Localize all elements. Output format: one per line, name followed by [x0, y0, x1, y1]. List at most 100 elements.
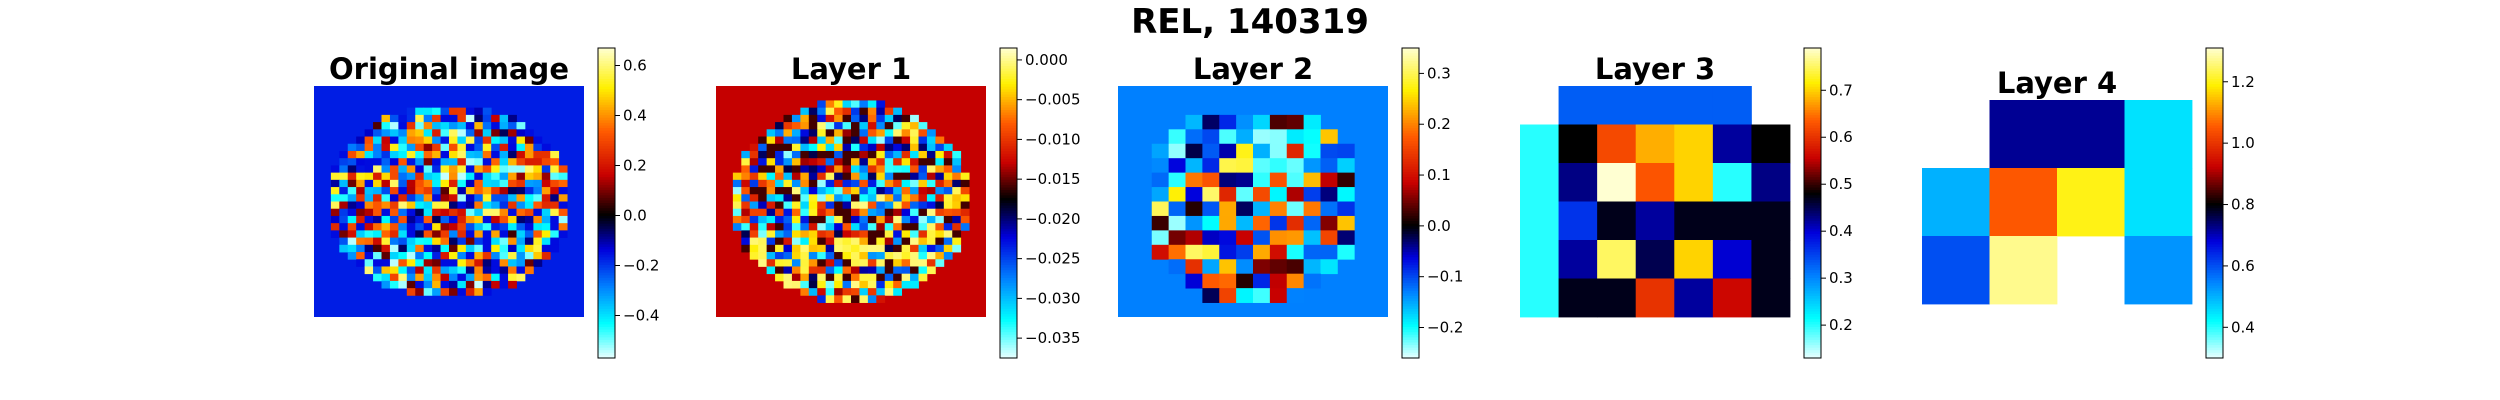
heatmap-cell: [2124, 168, 2193, 237]
colorbar-segment: [2206, 63, 2223, 67]
colorbar-segment: [1402, 63, 1419, 67]
colorbar-segment: [598, 239, 615, 243]
heatmap-cell: [508, 172, 517, 181]
colorbar-segment: [598, 174, 615, 178]
heatmap-cell: [842, 295, 852, 303]
heatmap-cell: [775, 143, 784, 152]
heatmap-cell: [381, 244, 391, 253]
colorbar-segment: [1804, 107, 1821, 111]
heatmap-cell: [749, 230, 759, 238]
heatmap-cell: [356, 172, 366, 181]
heatmap-cell: [524, 143, 534, 152]
heatmap-cell: [817, 201, 827, 210]
heatmap-cell: [935, 259, 945, 267]
heatmap-cell: [356, 187, 366, 195]
heatmap-cell: [943, 172, 953, 181]
heatmap-cell: [347, 187, 357, 195]
heatmap-cell: [339, 179, 349, 188]
colorbar-segment: [1000, 197, 1017, 202]
heatmap-cell: [817, 280, 827, 289]
heatmap-cell: [474, 158, 484, 166]
colorbar-tick-label: −0.1: [1427, 268, 1463, 286]
heatmap-cell: [491, 259, 501, 267]
heatmap-cell: [415, 107, 425, 116]
colorbar-segment: [2206, 97, 2223, 101]
colorbar-segment: [1804, 308, 1821, 313]
heatmap-cell: [415, 194, 425, 202]
heatmap-cell: [1253, 288, 1271, 303]
heatmap-cell: [381, 158, 391, 166]
heatmap-cell: [834, 150, 843, 159]
colorbar-segment: [1804, 179, 1821, 183]
heatmap-cell: [851, 266, 860, 275]
colorbar-segment: [2206, 355, 2223, 359]
colorbar-segment: [1402, 76, 1419, 80]
heatmap-cell: [867, 150, 877, 159]
colorbar-segment: [598, 339, 615, 344]
heatmap-cell: [440, 129, 450, 137]
heatmap-cell: [817, 215, 827, 224]
heatmap-cell: [465, 280, 475, 289]
heatmap-cell: [910, 266, 919, 275]
heatmap-cell: [808, 172, 818, 181]
heatmap-cell: [851, 129, 860, 137]
heatmap-cell: [952, 201, 962, 210]
heatmap-cell: [876, 244, 886, 253]
heatmap-cell: [1168, 201, 1186, 217]
colorbar-segment: [2206, 184, 2223, 189]
heatmap-cell: [373, 172, 382, 181]
heatmap-cell: [364, 165, 374, 174]
heatmap-cell: [491, 129, 501, 137]
colorbar-segment: [598, 68, 615, 72]
colorbar-segment: [1402, 241, 1419, 245]
heatmap-cell: [952, 223, 962, 231]
colorbar-segment: [1804, 203, 1821, 207]
colorbar-segment: [1804, 60, 1821, 65]
colorbar-segment: [2206, 246, 2223, 251]
heatmap-cell: [474, 122, 484, 130]
colorbar-segment: [1402, 112, 1419, 116]
colorbar-segment: [598, 153, 615, 158]
heatmap-cell: [817, 295, 827, 303]
heatmap-cell: [825, 230, 835, 238]
heatmap-cell: [749, 179, 759, 188]
heatmap-cell: [381, 129, 391, 137]
heatmap-cell: [876, 172, 886, 181]
colorbar-segment: [1804, 164, 1821, 168]
heatmap-cell: [423, 208, 433, 217]
heatmap-cell: [347, 208, 357, 217]
heatmap-cell: [775, 165, 784, 174]
colorbar-tick-label: 0.2: [623, 157, 647, 175]
heatmap-cell: [817, 288, 827, 296]
colorbar-segment: [1402, 177, 1419, 181]
heatmap-cell: [415, 208, 425, 217]
heatmap-cell: [440, 150, 450, 159]
colorbar-segment: [1000, 221, 1017, 225]
heatmap-cell: [1236, 215, 1254, 231]
heatmap-cell: [851, 208, 860, 217]
colorbar-segment: [2206, 195, 2223, 199]
heatmap-cell: [1635, 163, 1675, 202]
colorbar-segment: [1804, 55, 1821, 59]
heatmap-cell: [482, 114, 492, 123]
heatmap-cell: [508, 129, 517, 137]
colorbar-segment: [598, 122, 615, 127]
heatmap-cell: [550, 150, 560, 159]
colorbar-segment: [2206, 301, 2223, 305]
heatmap-cell: [876, 252, 886, 260]
heatmap-cell: [884, 158, 894, 166]
heatmap-cell: [758, 143, 768, 152]
heatmap-cell: [499, 122, 509, 130]
colorbar-segment: [2206, 110, 2223, 114]
colorbar-segment: [598, 308, 615, 313]
heatmap-cell: [910, 172, 919, 181]
heatmap-cell: [491, 237, 501, 246]
heatmap-cell: [834, 223, 843, 231]
heatmap-cell: [935, 150, 945, 159]
heatmap-cell: [482, 215, 492, 224]
heatmap-cell: [1520, 163, 1559, 202]
heatmap-cell: [791, 237, 801, 246]
heatmap-cell: [1337, 201, 1355, 217]
heatmap-cell: [541, 172, 551, 181]
colorbar-segment: [2206, 257, 2223, 261]
